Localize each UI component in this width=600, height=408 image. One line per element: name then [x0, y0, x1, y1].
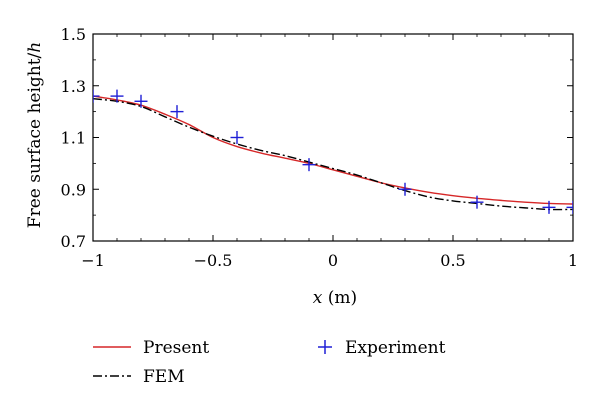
experiment-point: [110, 89, 124, 103]
series-present: [93, 95, 573, 205]
x-tick-label: 0: [328, 251, 338, 270]
experiment-point: [302, 158, 316, 172]
axes: −1 −0.5 0 0.5 1 0.7 0.9 1.1 1.3 1.5: [61, 25, 579, 270]
series-layer: [93, 89, 573, 214]
legend-entry-fem: FEM: [93, 367, 185, 387]
legend-entry-present: Present: [93, 338, 209, 358]
y-tick-label: 0.7: [61, 232, 86, 251]
x-axis-label-var: x: [313, 288, 323, 308]
y-tick-label: 0.9: [61, 180, 86, 199]
x-axis-label-unit: (m): [322, 288, 357, 308]
legend: Present FEM Experiment: [93, 338, 446, 387]
y-tick-label: 1.5: [61, 25, 86, 44]
legend-label: Experiment: [345, 338, 446, 358]
experiment-point: [170, 105, 184, 119]
experiment-point: [542, 200, 556, 214]
fem-line: [93, 97, 573, 211]
experiment-point: [470, 195, 484, 209]
legend-entry-experiment: Experiment: [318, 338, 446, 358]
experiment-point: [134, 94, 148, 108]
y-axis-label: Free surface height/h: [25, 42, 45, 228]
x-tick-label: −1: [81, 251, 105, 270]
x-tick-label: −0.5: [194, 251, 233, 270]
experiment-point: [93, 89, 100, 103]
x-tick-label: 1: [568, 251, 578, 270]
y-tick-label: 1.1: [61, 129, 86, 148]
legend-label: Present: [143, 338, 209, 358]
plot-frame: [92, 33, 574, 242]
experiment-point: [566, 200, 573, 214]
legend-label: FEM: [143, 367, 185, 387]
experiment-point: [398, 182, 412, 196]
x-axis-label: x (m): [313, 288, 357, 308]
y-axis-label-var: h: [25, 42, 45, 53]
series-fem: [93, 97, 573, 211]
y-tick-label: 1.3: [61, 77, 86, 96]
present-line: [93, 95, 573, 205]
series-experiment: [93, 89, 573, 214]
y-axis-label-main: Free surface height/: [25, 52, 45, 228]
experiment-point: [230, 131, 244, 144]
x-tick-label: 0.5: [440, 251, 465, 270]
